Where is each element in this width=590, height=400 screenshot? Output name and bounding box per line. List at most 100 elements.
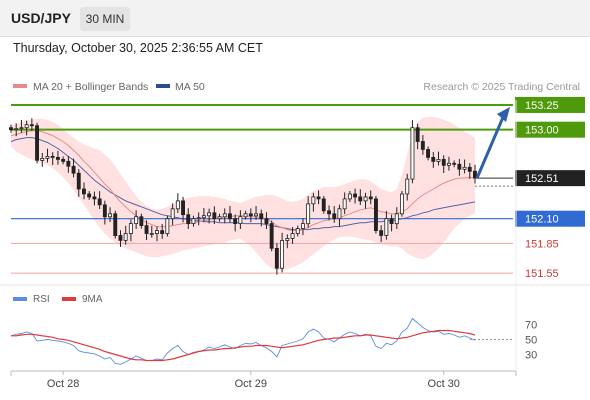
candle-body xyxy=(170,208,175,220)
candles xyxy=(8,118,477,275)
candle-body xyxy=(436,158,441,162)
candle-body xyxy=(227,213,232,220)
level-label-text: 151.55 xyxy=(525,268,559,280)
x-tick-label: Oct 30 xyxy=(428,378,460,390)
candle-body xyxy=(394,213,399,225)
rsi-ma-line xyxy=(11,329,476,362)
level-label-152.10: 152.10 xyxy=(515,210,585,227)
candle-body xyxy=(248,213,253,217)
rsi-tick-label: 70 xyxy=(525,320,537,332)
candle-body xyxy=(71,165,76,174)
candle-body xyxy=(19,127,24,130)
level-label-151.85: 151.85 xyxy=(525,238,559,250)
candle-body xyxy=(300,223,305,229)
candle-body xyxy=(201,215,206,219)
candle-body xyxy=(212,212,217,220)
candle-body xyxy=(285,238,290,241)
candle-body xyxy=(102,204,107,218)
candle-body xyxy=(217,216,222,220)
candle-body xyxy=(426,149,430,158)
rsi-tick-label: 30 xyxy=(525,350,537,362)
candle-body xyxy=(61,158,66,162)
level-label-text: 152.51 xyxy=(525,173,559,185)
candle-body xyxy=(420,141,425,150)
candle-body xyxy=(186,214,191,224)
level-label-151.55: 151.55 xyxy=(525,268,559,280)
candle-body xyxy=(40,157,45,161)
candle-body xyxy=(24,124,29,129)
candle-body xyxy=(457,163,462,170)
candle-body xyxy=(415,127,420,142)
level-label-152.51: 152.51 xyxy=(515,170,585,187)
candle-body xyxy=(332,213,337,220)
candle-body xyxy=(446,162,451,166)
candle-body xyxy=(254,213,258,217)
level-label-text: 153.25 xyxy=(525,100,559,112)
candle-body xyxy=(462,166,467,170)
level-label-box xyxy=(515,96,585,113)
candle-body xyxy=(123,233,128,241)
candle-body xyxy=(149,233,154,235)
legend-rsi-swatch xyxy=(13,297,27,301)
level-label-text: 153.00 xyxy=(525,125,559,137)
candle-body xyxy=(87,193,92,198)
timeframe-button[interactable]: 30 MIN xyxy=(80,7,130,31)
level-label-box xyxy=(515,121,585,138)
candle-body xyxy=(311,196,316,205)
level-label-box xyxy=(515,210,585,227)
candle-body xyxy=(128,223,133,234)
candle-body xyxy=(97,198,102,206)
candle-body xyxy=(472,170,477,179)
candle-body xyxy=(118,235,123,241)
level-label-153.00: 153.00 xyxy=(515,121,585,138)
candle-body xyxy=(321,198,326,212)
datetime-label: Thursday, October 30, 2025 2:36:55 AM CE… xyxy=(13,41,263,55)
candle-body xyxy=(113,213,118,237)
candle-body xyxy=(316,196,321,200)
rsi-legend: RSI 9MA xyxy=(13,294,103,305)
candle-body xyxy=(410,127,415,180)
candle-body xyxy=(280,240,284,269)
candle-body xyxy=(76,172,81,190)
candle-body xyxy=(363,196,368,202)
level-label-text: 152.10 xyxy=(525,214,559,226)
candle-body xyxy=(467,166,472,172)
candle-body xyxy=(399,193,404,215)
level-label-box xyxy=(515,170,585,187)
rsi-line xyxy=(10,317,476,365)
candle-body xyxy=(342,198,347,210)
forecast-arrow xyxy=(475,114,506,179)
candle-body xyxy=(207,212,211,217)
candle-body xyxy=(290,233,295,239)
legend-rsi-ma-swatch xyxy=(62,297,76,301)
candle-body xyxy=(82,188,86,195)
candle-body xyxy=(14,128,19,131)
candle-body xyxy=(8,127,13,131)
candle-body xyxy=(243,213,248,218)
x-tick-label: Oct 28 xyxy=(47,378,79,390)
forecast-arrow-head xyxy=(497,106,510,122)
candle-body xyxy=(50,155,55,158)
symbol-label: USD/JPY xyxy=(11,10,71,26)
candle-body xyxy=(160,230,165,235)
candle-body xyxy=(165,218,170,234)
candle-body xyxy=(196,217,201,220)
candle-body xyxy=(259,213,264,220)
candle-body xyxy=(222,213,227,218)
x-tick-label: Oct 29 xyxy=(235,378,267,390)
legend-ma20-label: MA 20 + Bollinger Bands xyxy=(33,81,148,93)
legend-rsi-label: RSI xyxy=(33,294,50,305)
candle-body xyxy=(134,216,139,224)
legend-ma20-swatch xyxy=(13,84,27,88)
candle-body xyxy=(139,216,144,226)
candle-body xyxy=(264,218,269,224)
legend-rsi-ma-label: 9MA xyxy=(82,294,103,305)
candle-body xyxy=(347,193,352,200)
candle-body xyxy=(405,178,410,195)
candle-body xyxy=(379,230,384,236)
candle-body xyxy=(368,196,373,200)
legend-ma50-label: MA 50 xyxy=(175,81,205,93)
candle-body xyxy=(56,156,60,160)
candle-body xyxy=(373,198,378,231)
